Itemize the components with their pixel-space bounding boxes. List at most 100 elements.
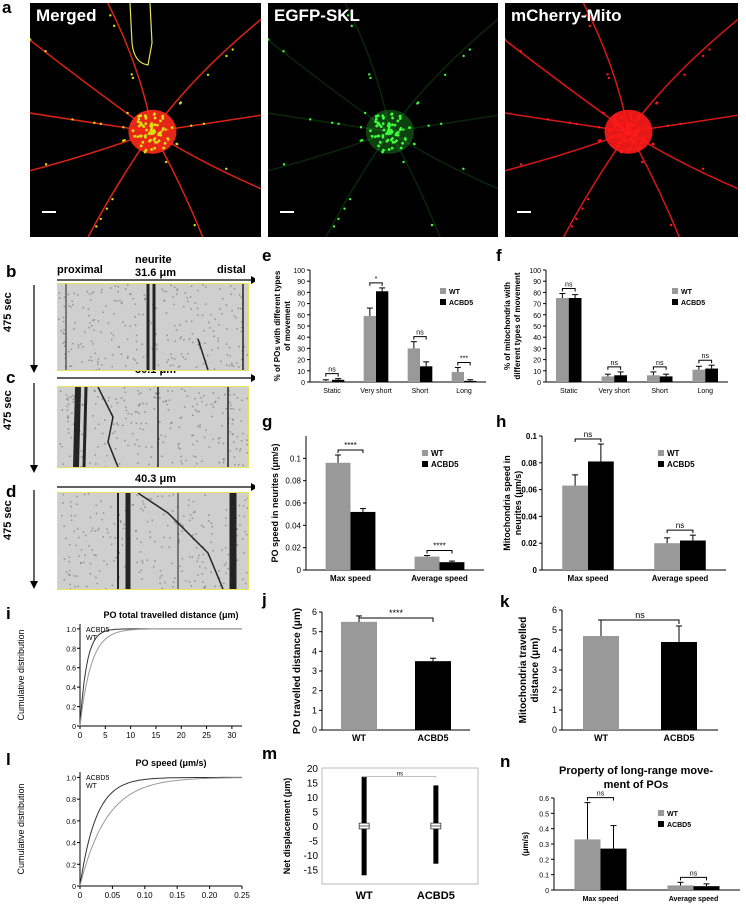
puncta bbox=[629, 116, 633, 120]
puncta bbox=[164, 160, 168, 164]
noise bbox=[62, 316, 65, 319]
noise bbox=[168, 399, 171, 402]
legend-label: WT bbox=[667, 449, 680, 458]
noise bbox=[181, 557, 184, 560]
x-tick-label: 20 bbox=[177, 731, 186, 740]
noise bbox=[155, 333, 157, 335]
noise bbox=[142, 503, 145, 505]
noise bbox=[238, 514, 241, 517]
puncta bbox=[646, 126, 650, 130]
noise bbox=[233, 314, 236, 317]
significance-bracket bbox=[426, 549, 453, 554]
y-tick-label: 0.5 bbox=[539, 811, 549, 818]
puncta bbox=[159, 119, 162, 123]
x-tick-label: 0 bbox=[78, 891, 83, 900]
noise bbox=[124, 391, 127, 394]
noise bbox=[180, 455, 182, 458]
chart-l: PO speed (μm/s)Cumulative distribution00… bbox=[16, 758, 250, 900]
noise bbox=[130, 421, 133, 424]
puncta bbox=[468, 48, 472, 51]
legend-label: WT bbox=[667, 811, 679, 818]
bar bbox=[420, 366, 433, 382]
noise bbox=[231, 423, 234, 425]
noise bbox=[224, 546, 227, 549]
noise bbox=[144, 297, 146, 299]
noise bbox=[175, 329, 178, 331]
noise bbox=[232, 408, 235, 410]
noise bbox=[179, 448, 181, 450]
noise bbox=[233, 365, 235, 368]
puncta bbox=[225, 167, 228, 170]
x-tick-label: Very short bbox=[360, 388, 392, 395]
y-tick-label: 20 bbox=[307, 764, 319, 775]
noise bbox=[200, 524, 203, 527]
noise bbox=[132, 358, 135, 360]
noise bbox=[136, 362, 138, 364]
noise bbox=[228, 364, 231, 367]
noise bbox=[95, 403, 97, 405]
significance-bracket bbox=[600, 619, 680, 624]
chart-g: PO speed in neurites (μm/s) 0 0.02 0.04 0.06… bbox=[270, 436, 484, 583]
chart-k: Mitochondria travelled distance (μm) 0 1 2 3 4… bbox=[518, 605, 718, 743]
noise bbox=[227, 567, 230, 570]
y-axis-label: PO speed in neurites (μm/s) bbox=[270, 443, 280, 562]
noise bbox=[245, 533, 248, 536]
noise bbox=[70, 501, 72, 503]
puncta bbox=[373, 135, 377, 139]
dendrite bbox=[389, 131, 441, 237]
puncta bbox=[337, 122, 340, 125]
noise bbox=[194, 409, 197, 411]
noise bbox=[110, 405, 113, 408]
noise bbox=[117, 291, 119, 293]
noise bbox=[198, 554, 200, 557]
puncta bbox=[632, 123, 635, 127]
puncta bbox=[568, 121, 572, 124]
kymograph-c bbox=[57, 386, 249, 468]
noise bbox=[142, 356, 145, 358]
noise bbox=[235, 448, 238, 450]
puncta bbox=[111, 197, 114, 201]
noise bbox=[190, 585, 192, 587]
bar bbox=[680, 540, 706, 570]
noise bbox=[132, 298, 135, 300]
noise bbox=[142, 402, 145, 405]
noise bbox=[188, 581, 191, 583]
kymo-track bbox=[197, 338, 209, 370]
puncta bbox=[136, 120, 140, 123]
noise bbox=[166, 334, 168, 337]
puncta bbox=[170, 126, 174, 130]
puncta bbox=[93, 121, 96, 124]
neuron-image-mcherry-mito bbox=[505, 3, 738, 237]
y-tick-label: 40 bbox=[533, 335, 541, 342]
y-tick-label: 0.2 bbox=[66, 705, 76, 712]
puncta bbox=[141, 140, 145, 144]
y-tick-label: -15 bbox=[304, 866, 319, 877]
puncta bbox=[374, 117, 378, 121]
legend-swatch bbox=[658, 821, 664, 827]
noise bbox=[96, 529, 99, 531]
noise bbox=[80, 549, 83, 551]
puncta bbox=[368, 73, 371, 76]
bar bbox=[350, 511, 376, 570]
noise bbox=[81, 456, 83, 458]
noise bbox=[246, 571, 248, 574]
panel-label-n: n bbox=[500, 752, 511, 771]
noise bbox=[67, 573, 70, 576]
y-axis-label: Cumulative distribution bbox=[16, 629, 26, 720]
noise bbox=[149, 536, 152, 538]
noise bbox=[146, 520, 149, 523]
puncta bbox=[381, 122, 385, 126]
puncta bbox=[44, 50, 47, 53]
y-tick-label: 70 bbox=[297, 302, 305, 309]
puncta bbox=[635, 130, 639, 134]
noise bbox=[217, 397, 220, 399]
noise bbox=[236, 559, 239, 561]
noise bbox=[161, 546, 163, 548]
kymo-track bbox=[97, 387, 119, 467]
noise bbox=[106, 528, 108, 530]
noise bbox=[148, 320, 151, 322]
noise bbox=[224, 393, 226, 396]
puncta bbox=[396, 130, 400, 134]
significance-label: ns bbox=[328, 367, 336, 374]
plot-frame bbox=[321, 767, 479, 885]
